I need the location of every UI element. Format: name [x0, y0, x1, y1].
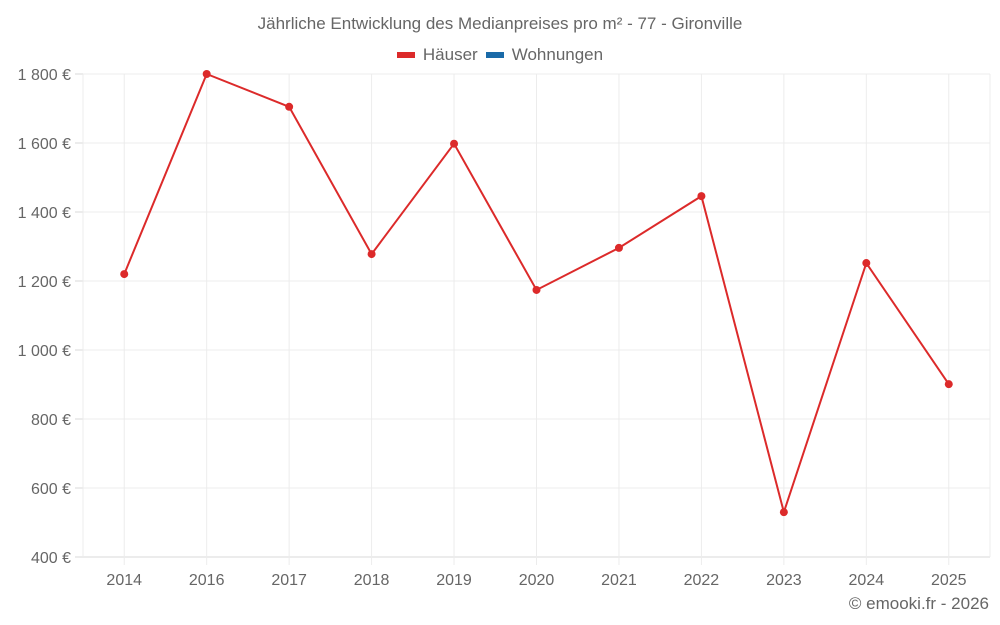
x-tick-label: 2024 — [849, 572, 885, 589]
data-point[interactable] — [532, 285, 541, 294]
y-tick-label: 1 400 € — [18, 205, 71, 222]
x-tick-label: 2019 — [436, 572, 472, 589]
legend-label: Häuser — [422, 45, 478, 64]
y-tick-label: 800 € — [31, 412, 71, 429]
data-point[interactable] — [862, 259, 871, 268]
data-point[interactable] — [944, 380, 953, 389]
y-tick-label: 600 € — [31, 481, 71, 498]
y-tick-label: 400 € — [31, 550, 71, 567]
x-tick-label: 2017 — [271, 572, 307, 589]
data-point[interactable] — [697, 192, 706, 201]
data-point[interactable] — [120, 270, 129, 279]
copyright-credit: © emooki.fr - 2026 — [848, 594, 989, 613]
y-tick-label: 1 200 € — [18, 274, 71, 291]
y-tick-label: 1 800 € — [18, 67, 71, 84]
legend: Häuser Wohnungen — [0, 45, 1000, 65]
chart-title: Jährliche Entwicklung des Medianpreises … — [257, 14, 743, 33]
wohnungen-swatch-icon — [485, 52, 504, 58]
x-tick-label: 2016 — [189, 572, 225, 589]
x-tick-label: 2022 — [684, 572, 720, 589]
y-tick-label: 1 600 € — [18, 136, 71, 153]
x-tick-label: 2025 — [931, 572, 967, 589]
data-point[interactable] — [614, 243, 623, 252]
x-tick-label: 2021 — [601, 572, 637, 589]
data-point[interactable] — [202, 70, 211, 78]
haeuser-swatch-icon — [396, 52, 415, 58]
x-tick-label: 2014 — [106, 572, 142, 589]
legend-item-wohnungen[interactable]: Wohnungen — [485, 45, 604, 65]
legend-item-haeuser[interactable]: Häuser — [396, 45, 478, 65]
x-tick-label: 2023 — [766, 572, 802, 589]
x-tick-label: 2018 — [354, 572, 390, 589]
data-point[interactable] — [450, 139, 459, 148]
data-point[interactable] — [779, 508, 788, 517]
data-point[interactable] — [285, 102, 294, 111]
x-tick-label: 2020 — [519, 572, 555, 589]
data-point[interactable] — [367, 250, 376, 259]
y-tick-label: 1 000 € — [18, 343, 71, 360]
legend-label: Wohnungen — [511, 45, 604, 64]
